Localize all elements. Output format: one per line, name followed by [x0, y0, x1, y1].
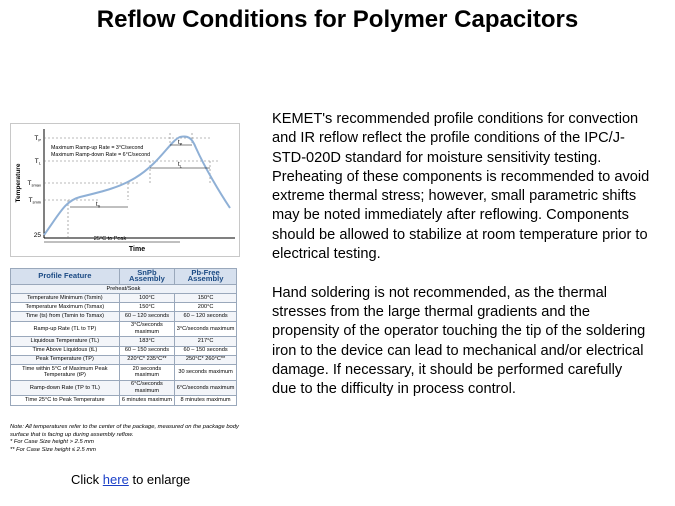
- profile-curve: [43, 135, 231, 236]
- table-cell: Ramp-up Rate (TL to TP): [10, 320, 120, 338]
- label-main: T: [34, 135, 38, 142]
- label-sub: smax: [31, 183, 41, 188]
- header-row: Profile Feature SnPb Assembly Pb-Free Asse…: [10, 268, 237, 285]
- ramp-up-note: Maximum Ramp-up Rate = 3°C/second: [51, 145, 143, 151]
- label-sub: L: [39, 161, 42, 166]
- header-cell: Pb-Free Assembly: [174, 268, 237, 285]
- table-cell: 217°C: [174, 336, 237, 347]
- table-cell: 6°C/seconds maximum: [118, 379, 176, 397]
- notes: Note: All temperatures refer to the cent…: [10, 424, 240, 454]
- y-level-label: Tsmin: [29, 197, 41, 205]
- y-axis-label: Temperature: [15, 163, 22, 202]
- note: ** For Case Size height ≤ 2.5 mm: [10, 446, 96, 453]
- label-sub: P: [180, 142, 183, 147]
- t-label: tP: [178, 140, 183, 147]
- label-main: T: [27, 180, 31, 187]
- table-cell: Time within 5°C of Maximum Peak Temperat…: [10, 363, 120, 381]
- label-main: T: [29, 197, 33, 204]
- table-cell: Peak Temperature (TP): [10, 354, 120, 365]
- table-row: Ramp-up Rate (TL to TP) 3°C/seconds maxim…: [10, 320, 237, 338]
- table-row: Temperature Minimum (Tsmin) 100°C 150°C: [10, 292, 237, 304]
- table-cell: Ramp-down Rate (TP to TL): [10, 379, 120, 397]
- table-cell: Liquidous Temperature (TL): [10, 336, 120, 347]
- table-cell: 3°C/seconds maximum: [174, 320, 237, 338]
- header-cell: Profile Feature: [10, 268, 120, 285]
- table-row: Ramp-down Rate (TP to TL) 6°C/seconds max…: [10, 379, 237, 397]
- section-row: Preheat/Soak: [10, 283, 237, 294]
- paragraph: KEMET's recommended profile conditions f…: [272, 111, 650, 263]
- t-label: tS: [96, 202, 101, 209]
- table-cell: 250°C* 260°C**: [174, 354, 237, 365]
- profile-table: Profile Feature SnPb Assembly Pb-Free Asse…: [10, 268, 237, 406]
- table-cell: 6°C/seconds maximum: [174, 379, 237, 397]
- table-row: Time within 5°C of Maximum Peak Temperat…: [10, 363, 237, 381]
- label-main: t: [96, 202, 98, 208]
- t-label: tL: [178, 162, 183, 169]
- table-row: Peak Temperature (TP) 220°C* 235°C** 250°C…: [10, 354, 237, 365]
- table-row: Time (ts) from (Tsmin to Tsmax) 60 – 120 …: [10, 311, 237, 322]
- body-text: KEMET's recommended profile conditions f…: [272, 110, 650, 419]
- table-row: Temperature Maximum (Tsmax) 150°C 200°C: [10, 302, 237, 313]
- table-cell: 60 – 150 seconds: [174, 345, 237, 356]
- label-main: t: [178, 162, 180, 168]
- table-cell: Temperature Maximum (Tsmax): [10, 302, 120, 313]
- table-cell: 60 – 150 seconds: [118, 345, 176, 356]
- table-row: Liquidous Temperature (TL) 183°C 217°C: [10, 336, 237, 347]
- note: Note: All temperatures refer to the cent…: [10, 424, 239, 438]
- label-sub: L: [180, 164, 183, 169]
- label-main: T: [35, 158, 39, 165]
- table-cell: 30 seconds maximum: [174, 363, 237, 381]
- y-level-label: 25: [34, 232, 42, 239]
- enlarge-link-line: Click here to enlarge: [71, 472, 190, 487]
- table-cell: 6 minutes maximum: [118, 395, 176, 406]
- table-cell: 60 – 120 seconds: [174, 311, 237, 322]
- click-text: Click: [71, 472, 100, 487]
- diagram-frame: [10, 123, 240, 257]
- label-main: t: [178, 140, 180, 146]
- table-cell: 200°C: [174, 302, 237, 313]
- table-cell: 150°C: [174, 292, 237, 304]
- label-sub: smin: [33, 200, 41, 205]
- x-axis-label: Time: [129, 246, 145, 253]
- y-level-label: TP: [34, 135, 41, 143]
- table-cell: Time Above Liquidous (tL): [10, 345, 120, 356]
- slide-title: Reflow Conditions for Polymer Capacitors: [96, 6, 579, 33]
- table-cell: 8 minutes maximum: [174, 395, 237, 406]
- table-cell: Time (ts) from (Tsmin to Tsmax): [10, 311, 120, 322]
- table-row: Time Above Liquidous (tL) 60 – 150 second…: [10, 345, 237, 356]
- table-cell: 60 – 120 seconds: [118, 311, 176, 322]
- span-arrows: [44, 144, 210, 243]
- y-level-label: TL: [35, 158, 42, 166]
- label-main: 25: [34, 232, 42, 239]
- note: * For Case Size height > 2.5 mm: [10, 439, 94, 446]
- table-cell: 220°C* 235°C**: [118, 354, 176, 365]
- table-row: Time 25°C to Peak Temperature 6 minutes m…: [10, 395, 237, 406]
- section-cell: Preheat/Soak: [10, 283, 237, 294]
- table-cell: Temperature Minimum (Tsmin): [10, 292, 120, 304]
- label-sub: S: [98, 204, 101, 209]
- enlarge-text: to enlarge: [132, 472, 191, 487]
- label-sub: P: [38, 138, 41, 143]
- span-label: 25°C to Peak: [94, 236, 127, 242]
- table-cell: 3°C/seconds maximum: [118, 320, 176, 338]
- ramp-down-note: Maximum Ramp-down Rate = 6°C/second: [51, 152, 150, 158]
- paragraph: Hand soldering is not recommended, as th…: [272, 284, 646, 398]
- table-cell: 20 seconds maximum: [118, 363, 176, 381]
- table-cell: 100°C: [118, 292, 176, 304]
- table-cell: 150°C: [118, 302, 176, 313]
- table-cell: Time 25°C to Peak Temperature: [10, 395, 120, 406]
- table-cell: 183°C: [118, 336, 176, 347]
- enlarge-link[interactable]: here: [102, 472, 129, 487]
- header-cell: SnPb Assembly: [118, 268, 176, 285]
- y-level-label: Tsmax: [27, 180, 41, 188]
